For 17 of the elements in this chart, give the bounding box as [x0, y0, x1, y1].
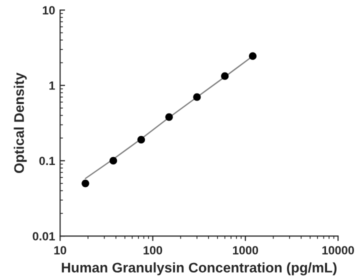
- y-tick-label: 10: [42, 6, 55, 14]
- y-axis-title: Optical Density: [14, 72, 27, 174]
- x-tick-label: 100: [144, 246, 162, 254]
- y-tick-label: 0.01: [32, 232, 55, 240]
- y-tick-label: 1: [49, 82, 55, 90]
- y-tick-label: 0.1: [39, 156, 55, 166]
- x-tick-label: 10: [54, 246, 66, 254]
- point: [248, 52, 257, 60]
- point: [221, 72, 229, 80]
- point: [82, 180, 90, 188]
- point: [109, 156, 118, 165]
- x-axis-title: Human Granulysin Concentration (pg/mL): [62, 262, 337, 276]
- point: [193, 93, 201, 101]
- point: [137, 136, 145, 144]
- point: [165, 113, 173, 121]
- x-tick-label: 1000: [233, 246, 258, 254]
- x-tick-label: 10000: [322, 246, 354, 254]
